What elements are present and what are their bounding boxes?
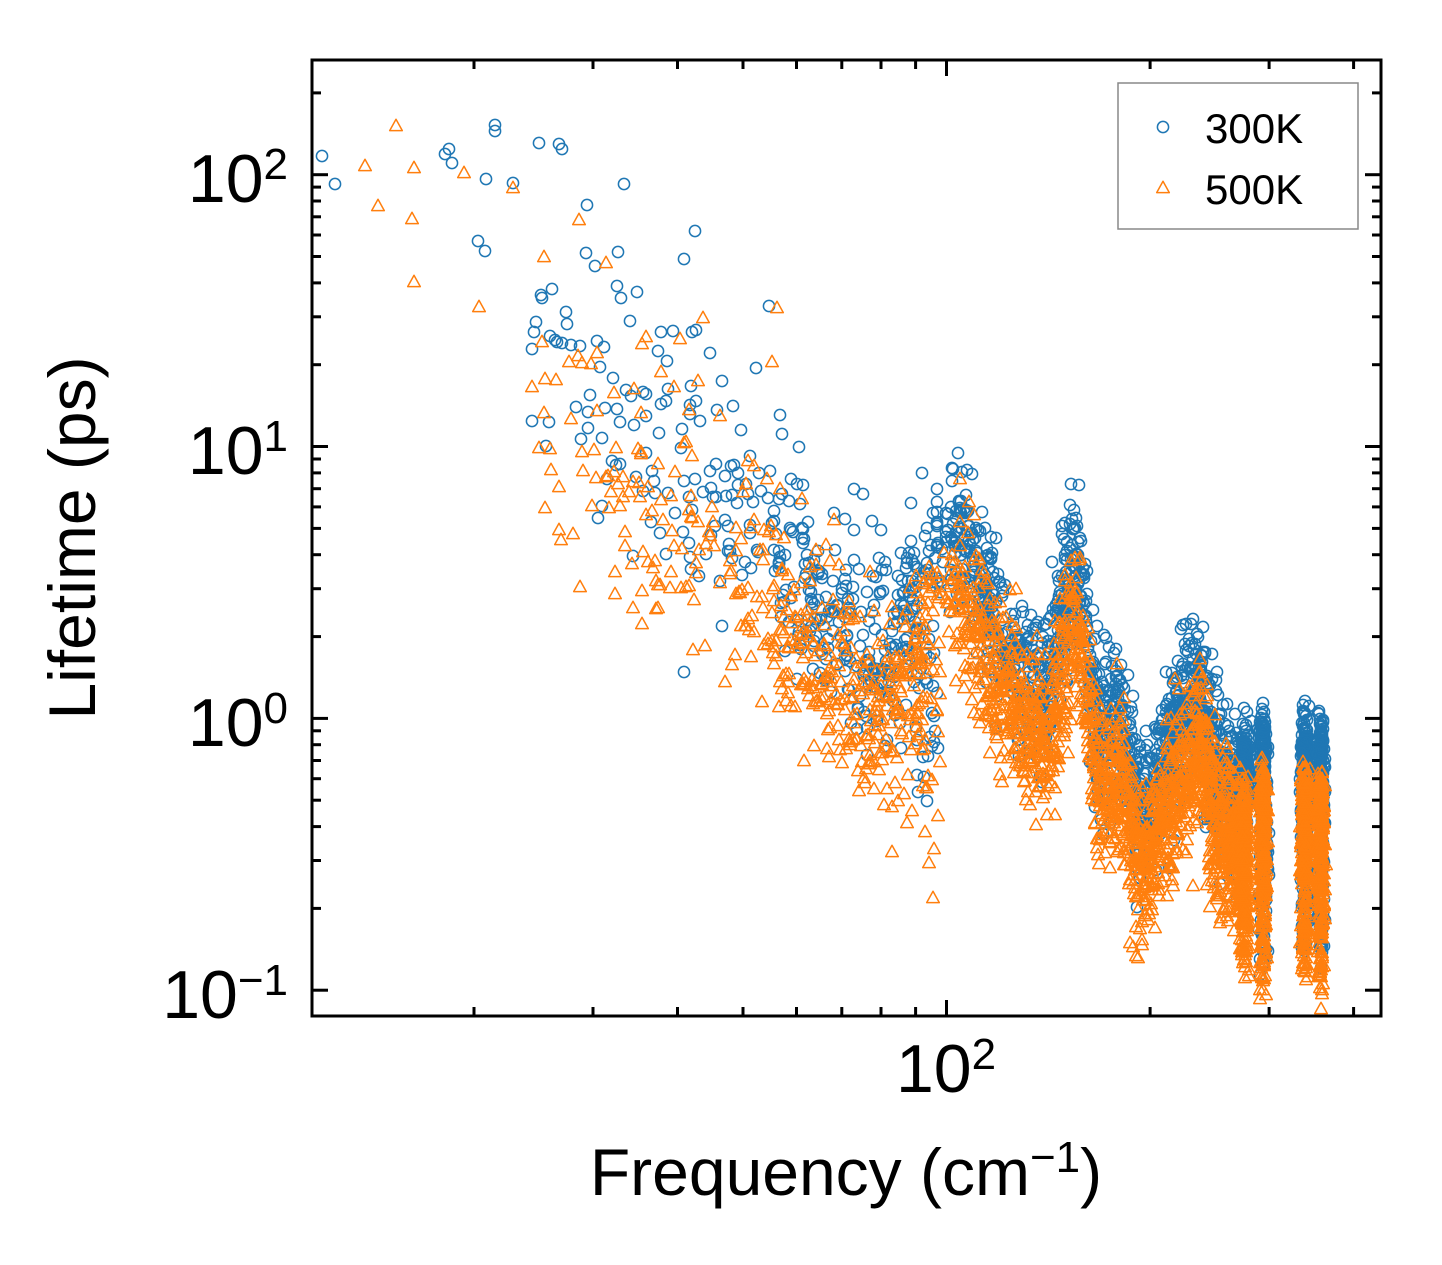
svg-text:102: 102: [188, 140, 288, 217]
svg-text:102: 102: [896, 1030, 996, 1107]
svg-text:500K: 500K: [1205, 166, 1303, 213]
svg-text:10−1: 10−1: [162, 956, 288, 1033]
svg-text:300K: 300K: [1205, 105, 1303, 152]
svg-text:Frequency (cm−1): Frequency (cm−1): [590, 1133, 1102, 1209]
svg-text:101: 101: [188, 412, 288, 489]
svg-text:100: 100: [188, 684, 288, 761]
svg-text:Lifetime (ps): Lifetime (ps): [35, 356, 109, 719]
